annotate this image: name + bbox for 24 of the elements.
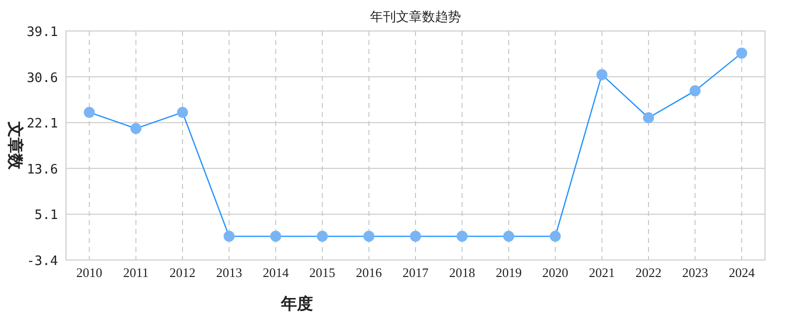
x-tick-label: 2024	[728, 265, 756, 280]
x-tick-label: 2016	[356, 265, 382, 280]
y-tick-label: 39.1	[26, 25, 58, 40]
x-tick-label: 2010	[76, 265, 102, 280]
y-axis-title: 文章数	[6, 120, 25, 170]
x-tick-label: 2017	[402, 265, 429, 280]
x-tick-label: 2019	[496, 265, 522, 280]
x-tick-label: 2020	[542, 265, 568, 280]
x-tick-label: 2011	[123, 265, 149, 280]
x-axis-title: 年度	[280, 294, 313, 313]
y-tick-label: 13.6	[26, 162, 58, 178]
x-tick-label: 2013	[216, 265, 242, 280]
x-tick-label: 2012	[170, 265, 196, 280]
x-tick-label: 2021	[588, 265, 615, 280]
chart-title: 年刊文章数趋势	[370, 10, 461, 25]
x-tick-label: 2015	[309, 265, 336, 280]
x-tick-label: 2023	[682, 265, 708, 280]
x-tick-label: 2014	[262, 265, 290, 280]
y-tick-label: 30.6	[26, 70, 58, 86]
y-tick-label: 5.1	[34, 208, 58, 224]
y-tick-label: 22.1	[26, 116, 58, 132]
y-tick-label: -3.4	[26, 254, 58, 269]
x-tick-label: 2022	[636, 265, 662, 280]
x-tick-label: 2018	[449, 265, 476, 280]
